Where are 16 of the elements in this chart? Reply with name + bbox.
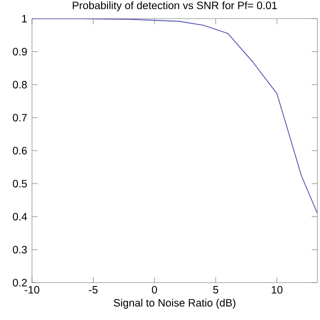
x-axis-title: Signal to Noise Ratio (dB)	[114, 298, 236, 309]
x-tick-label: 0	[152, 286, 158, 294]
y-tick-label: 1	[22, 14, 27, 22]
y-tick-label: 0.9	[12, 48, 27, 56]
chart-title: Probability of detection vs SNR for Pf= 0.01	[72, 1, 277, 12]
y-tick-label: 0.7	[12, 114, 27, 122]
y-tick-label: 0.4	[12, 212, 27, 220]
y-tick-label: 0.2	[12, 278, 27, 286]
x-tick-label: 10	[272, 286, 282, 294]
y-tick-label: 0.8	[12, 80, 27, 88]
y-tick-label: 0.3	[12, 246, 27, 254]
y-tick-label: 0.5	[12, 180, 27, 188]
x-tick-label: 5	[213, 286, 218, 294]
y-tick-label: 0.6	[12, 146, 27, 154]
x-tick-label: -5	[88, 286, 98, 294]
x-tick-label: -10	[24, 286, 40, 294]
